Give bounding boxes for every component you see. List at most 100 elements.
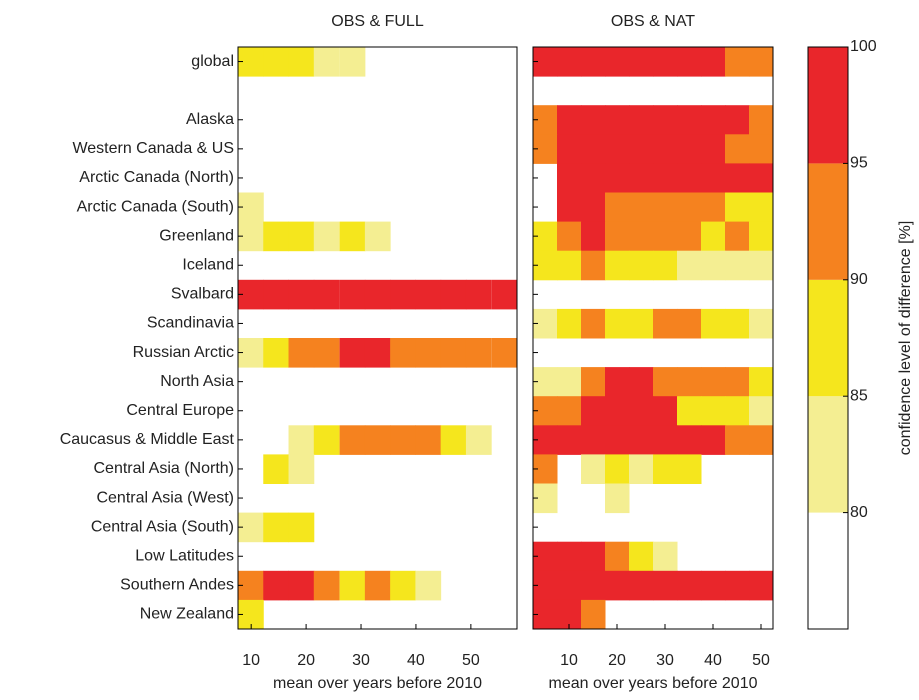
heat-cell [581,192,606,223]
y-tick-label: global [191,53,234,70]
heat-cell [557,308,582,339]
heat-cell [557,163,582,193]
heat-cell [749,134,774,164]
heat-cell [629,541,654,572]
heat-cell [701,192,726,223]
heat-cell [725,47,750,77]
heat-cell [701,47,726,77]
heat-cell [605,454,630,484]
heat-cell [605,134,630,164]
x-tick-label: 10 [242,652,260,669]
heat-cell [701,221,726,252]
heat-cell [605,192,630,223]
heat-cell [725,367,750,397]
heat-cell [605,221,630,252]
heat-cell [677,250,702,281]
heat-cell [390,338,416,368]
heat-cell [364,570,391,601]
y-tick-label: Scandinavia [147,315,234,332]
heat-cell [605,47,630,77]
x-tick-label: 50 [462,652,480,669]
heat-cell [339,47,366,77]
heat-cell [725,570,750,601]
heat-cell [701,250,726,281]
x-tick-label: 40 [407,652,425,669]
heat-cell [364,221,391,252]
heat-cell [629,308,654,339]
panel-frame [237,46,518,630]
y-tick-label: Southern Andes [120,577,234,594]
heat-cell [557,425,582,455]
heat-cell [653,250,678,281]
y-tick-label: Russian Arctic [133,344,234,361]
heat-cell [581,221,606,252]
heat-cell [581,599,606,630]
panel-title: OBS & FULL [331,13,424,30]
heat-cell [263,338,290,368]
heat-cell [605,367,630,397]
heat-cell [653,134,678,164]
colorbar-tick-label: 80 [850,504,868,521]
heat-cell [677,396,702,426]
heat-cell [605,396,630,426]
heat-cell [749,396,774,426]
heat-cell [313,570,340,601]
heat-cell [653,425,678,455]
heat-cell [581,367,606,397]
heat-cell [629,396,654,426]
heat-cell [557,192,582,223]
heat-cell [581,570,606,601]
heat-cell [581,47,606,77]
heat-cell [749,192,774,223]
y-tick-label: Central Asia (South) [91,518,234,535]
heat-cell [677,47,702,77]
heat-cell [364,338,391,368]
heat-cell [557,396,582,426]
heat-cell [653,308,678,339]
colorbar-frame [807,46,849,630]
heat-cell [677,308,702,339]
y-tick-label: Central Asia (North) [94,460,235,477]
heat-cell [629,47,654,77]
heat-cell [725,308,750,339]
x-tick-label: 40 [704,652,722,669]
heat-cell [653,105,678,135]
y-tick-label: Central Europe [126,402,234,419]
colorbar-tick-label: 90 [850,271,868,288]
heat-cell [557,570,582,601]
heat-cell [725,250,750,281]
heat-cell [653,454,678,484]
heat-cell [605,425,630,455]
heat-cell [415,279,442,310]
heat-cell [677,570,702,601]
heat-cell [749,425,774,455]
heat-cell [629,163,654,193]
heat-cell [653,192,678,223]
heat-cell [288,221,315,252]
heat-cell [653,47,678,77]
heat-cell [677,163,702,193]
heat-cell [581,163,606,193]
heat-cell [701,134,726,164]
heat-cell [653,367,678,397]
heat-cell [749,105,774,135]
heat-cell [581,425,606,455]
colorbar-bin [808,47,848,164]
heat-cell [581,134,606,164]
y-tick-label: Svalbard [171,286,234,303]
y-tick-label: North Asia [160,373,234,390]
heat-cell [725,163,750,193]
colorbar-tick-label: 85 [850,387,868,404]
heat-cell [725,105,750,135]
heat-cell [288,279,315,310]
heat-cell [749,250,774,281]
heat-cell [465,279,492,310]
heat-cell [390,570,416,601]
heat-cell [390,279,416,310]
heat-cell [465,425,492,455]
heat-cell [440,425,467,455]
heat-cell [677,367,702,397]
x-tick-label: 20 [297,652,315,669]
heat-cell [581,250,606,281]
heat-cell [288,454,315,484]
